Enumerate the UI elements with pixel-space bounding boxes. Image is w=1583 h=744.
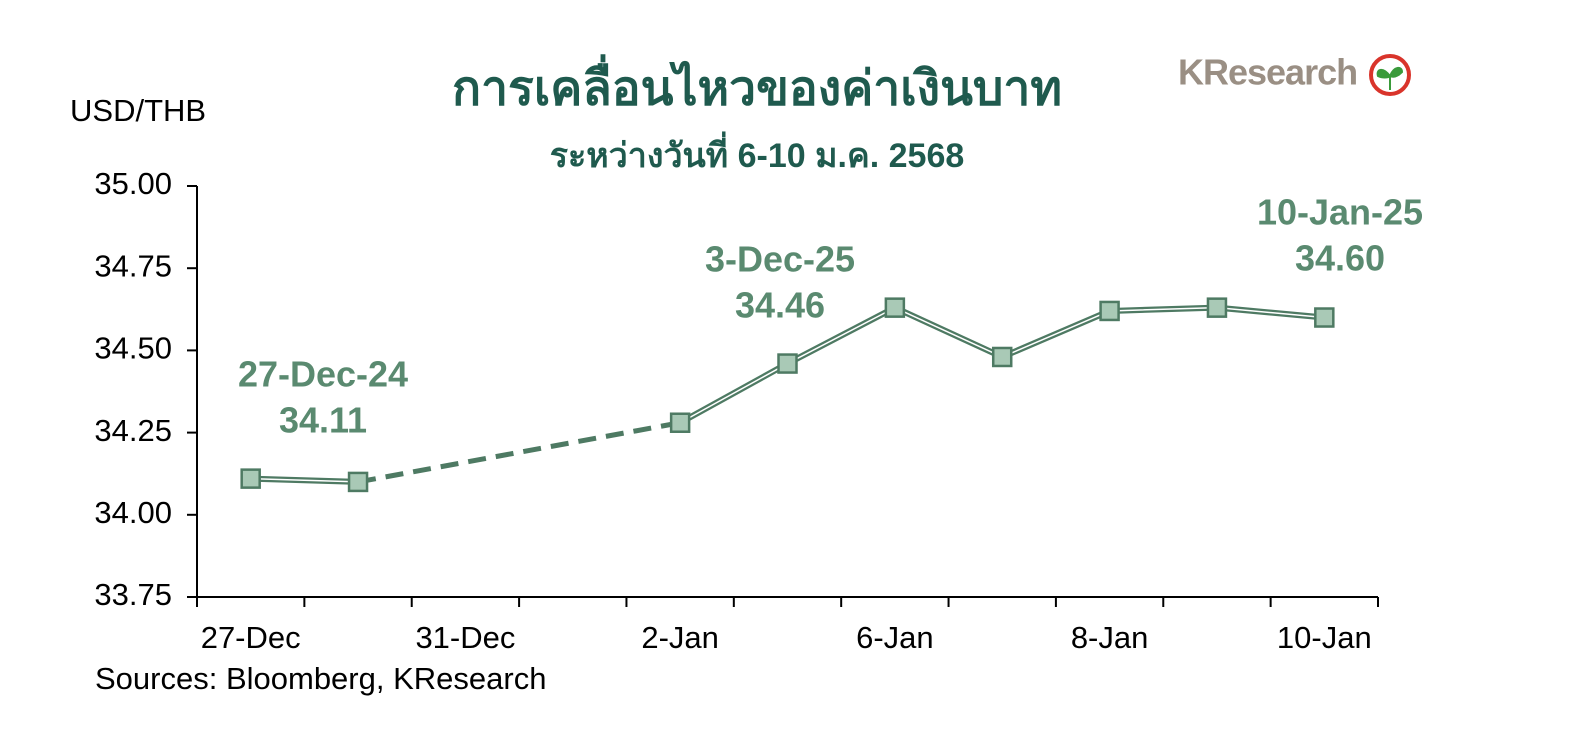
x-tick-label: 8-Jan bbox=[1071, 620, 1149, 655]
y-tick-label: 33.75 bbox=[94, 577, 172, 612]
marker bbox=[240, 468, 261, 489]
logo: KResearch bbox=[1178, 52, 1411, 96]
x-tick-label: 10-Jan bbox=[1277, 620, 1372, 655]
marker bbox=[1314, 307, 1335, 328]
marker bbox=[884, 297, 906, 318]
logo-text: KResearch bbox=[1178, 52, 1357, 93]
marker bbox=[1206, 297, 1228, 318]
x-tick-label: 2-Jan bbox=[641, 620, 719, 655]
marker bbox=[777, 353, 798, 374]
y-tick-label: 35.00 bbox=[94, 166, 172, 201]
x-tick-label: 27-Dec bbox=[201, 620, 301, 655]
gap-connector bbox=[357, 420, 681, 485]
series-line-highlight bbox=[250, 306, 1325, 483]
marker bbox=[1099, 300, 1120, 322]
y-axis-label: USD/THB bbox=[70, 93, 206, 128]
marker bbox=[347, 471, 369, 493]
y-tick-label: 34.50 bbox=[94, 331, 172, 366]
annotation-label: 27-Dec-24 bbox=[238, 354, 408, 395]
annotation-value: 34.46 bbox=[735, 285, 825, 326]
y-tick-label: 34.00 bbox=[94, 495, 172, 530]
marker bbox=[991, 346, 1013, 368]
x-tick-label: 31-Dec bbox=[415, 620, 515, 655]
logo-leaf bbox=[1376, 66, 1404, 90]
annotation-value: 34.60 bbox=[1295, 238, 1385, 279]
marker bbox=[669, 412, 691, 433]
chart-subtitle: ระหว่างวันที่ 6-10 ม.ค. 2568 bbox=[550, 131, 965, 175]
annotation-value: 34.11 bbox=[279, 400, 367, 441]
chart-title: การเคลื่อนไหวของค่าเงินบาท bbox=[452, 54, 1062, 116]
y-tick-label: 34.75 bbox=[94, 248, 172, 283]
x-tick-label: 6-Jan bbox=[856, 620, 934, 655]
annotation-label: 3-Dec-25 bbox=[705, 239, 855, 280]
source-note: Sources: Bloomberg, KResearch bbox=[95, 661, 546, 696]
annotation-label: 10-Jan-25 bbox=[1257, 192, 1423, 233]
series-line bbox=[250, 304, 1325, 485]
y-tick-label: 34.25 bbox=[94, 413, 172, 448]
